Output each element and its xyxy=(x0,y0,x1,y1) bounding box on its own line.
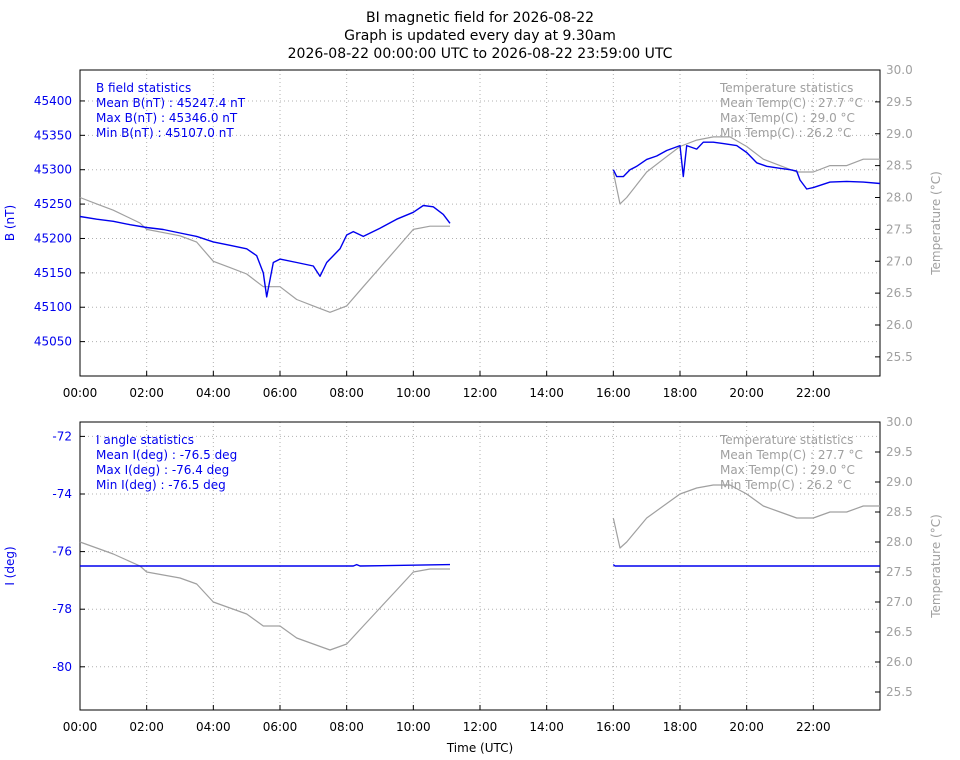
y2-tick-label: 28.5 xyxy=(886,505,913,519)
y2-tick-label: 27.5 xyxy=(886,565,913,579)
x-tick-label: 18:00 xyxy=(663,720,698,734)
x-tick-label: 06:00 xyxy=(263,720,298,734)
x-tick-label: 00:00 xyxy=(63,720,98,734)
x-tick-label: 14:00 xyxy=(529,720,564,734)
stats-right-line: Max Temp(C) : 29.0 °C xyxy=(720,111,855,125)
y2-tick-label: 25.5 xyxy=(886,350,913,364)
y-axis-label: B (nT) xyxy=(3,205,17,241)
stats-left-line: Min I(deg) : -76.5 deg xyxy=(96,478,226,492)
y2-tick-label: 26.5 xyxy=(886,286,913,300)
y2-tick-label: 30.0 xyxy=(886,415,913,429)
x-tick-label: 02:00 xyxy=(129,386,164,400)
temperature-series-line xyxy=(79,196,450,313)
x-tick-label: 22:00 xyxy=(796,386,831,400)
y2-tick-label: 28.5 xyxy=(886,159,913,173)
x-tick-label: 04:00 xyxy=(196,720,231,734)
x-tick-label: 12:00 xyxy=(463,720,498,734)
y-tick-label: 45050 xyxy=(34,335,72,349)
y-tick-label: -80 xyxy=(52,660,72,674)
y2-tick-label: 26.0 xyxy=(886,655,913,669)
y2-tick-label: 29.0 xyxy=(886,475,913,489)
y2-axis-label: Temperature (°C) xyxy=(929,171,943,276)
y-tick-label: 45400 xyxy=(34,94,72,108)
stats-left-line: Mean I(deg) : -76.5 deg xyxy=(96,448,237,462)
b-field-panel: 00:00 02:00 04:00 06:00 08:00 10:00 12:00 14:00… xyxy=(3,63,943,400)
y-tick-label: -76 xyxy=(52,545,72,559)
y2-tick-label: 29.5 xyxy=(886,445,913,459)
temperature-series-line xyxy=(79,541,450,651)
x-tick-label: 10:00 xyxy=(396,720,431,734)
y-tick-label: 45300 xyxy=(34,163,72,177)
x-tick-label: 00:00 xyxy=(63,386,98,400)
primary-series-line xyxy=(612,141,881,190)
primary-series-line xyxy=(79,204,451,298)
y2-tick-label: 30.0 xyxy=(886,63,913,77)
x-tick-label: 16:00 xyxy=(596,386,631,400)
y2-tick-label: 28.0 xyxy=(886,191,913,205)
y-tick-label: 45250 xyxy=(34,197,72,211)
y-tick-label: 45350 xyxy=(34,128,72,142)
x-tick-label: 14:00 xyxy=(529,386,564,400)
y-tick-label: -78 xyxy=(52,602,72,616)
stats-left-line: Max I(deg) : -76.4 deg xyxy=(96,463,229,477)
y-tick-label: 45100 xyxy=(34,300,72,314)
stats-left-line: Mean B(nT) : 45247.4 nT xyxy=(96,96,246,110)
y2-tick-label: 27.0 xyxy=(886,595,913,609)
primary-series-line xyxy=(80,563,451,567)
stats-right-line: Temperature statistics xyxy=(719,81,853,95)
y-axis-label: I (deg) xyxy=(3,546,17,585)
plot-frame xyxy=(79,69,881,377)
x-tick-label: 08:00 xyxy=(329,386,364,400)
inclination-panel: 00:00 02:00 04:00 06:00 08:00 10:00 12:00 14:00… xyxy=(3,415,943,734)
stats-right-line: Max Temp(C) : 29.0 °C xyxy=(720,463,855,477)
y2-tick-label: 26.5 xyxy=(886,625,913,639)
stats-right-line: Mean Temp(C) : 27.7 °C xyxy=(720,448,863,462)
x-tick-label: 20:00 xyxy=(729,720,764,734)
x-tick-label: 02:00 xyxy=(129,720,164,734)
stats-left-line: Min B(nT) : 45107.0 nT xyxy=(96,126,234,140)
x-tick-label: 08:00 xyxy=(329,720,364,734)
temperature-series-line xyxy=(612,136,880,205)
x-axis-label: Time (UTC) xyxy=(446,741,513,755)
x-tick-label: 16:00 xyxy=(596,720,631,734)
x-tick-label: 20:00 xyxy=(729,386,764,400)
chart-subtitle-range: 2026-08-22 00:00:00 UTC to 2026-08-22 23… xyxy=(288,46,673,62)
y2-tick-label: 28.0 xyxy=(886,535,913,549)
stats-left-line: Max B(nT) : 45346.0 nT xyxy=(96,111,238,125)
x-tick-label: 18:00 xyxy=(663,386,698,400)
x-tick-label: 22:00 xyxy=(796,720,831,734)
y2-tick-label: 27.0 xyxy=(886,254,913,268)
y-tick-label: 45150 xyxy=(34,266,72,280)
y2-tick-label: 25.5 xyxy=(886,685,913,699)
stats-left-line: B field statistics xyxy=(96,81,191,95)
x-tick-label: 04:00 xyxy=(196,386,231,400)
y2-axis-label: Temperature (°C) xyxy=(929,514,943,619)
stats-right-line: Min Temp(C) : 26.2 °C xyxy=(720,478,851,492)
y-tick-label: 45200 xyxy=(34,231,72,245)
chart-subtitle-update: Graph is updated every day at 9.30am xyxy=(344,28,616,44)
stats-right-line: Min Temp(C) : 26.2 °C xyxy=(720,126,851,140)
x-tick-label: 10:00 xyxy=(396,386,431,400)
y2-tick-label: 26.0 xyxy=(886,318,913,332)
temperature-series-line xyxy=(612,484,880,549)
primary-series-line xyxy=(612,564,880,567)
stats-right-line: Temperature statistics xyxy=(719,433,853,447)
y-tick-label: -72 xyxy=(52,429,72,443)
stats-right-line: Mean Temp(C) : 27.7 °C xyxy=(720,96,863,110)
y2-tick-label: 29.0 xyxy=(886,127,913,141)
x-tick-label: 06:00 xyxy=(263,386,298,400)
chart-title: BI magnetic field for 2026-08-22 xyxy=(366,10,594,26)
y2-tick-label: 27.5 xyxy=(886,222,913,236)
y-tick-label: -74 xyxy=(52,487,72,501)
y2-tick-label: 29.5 xyxy=(886,95,913,109)
stats-left-line: I angle statistics xyxy=(96,433,194,447)
x-tick-label: 12:00 xyxy=(463,386,498,400)
